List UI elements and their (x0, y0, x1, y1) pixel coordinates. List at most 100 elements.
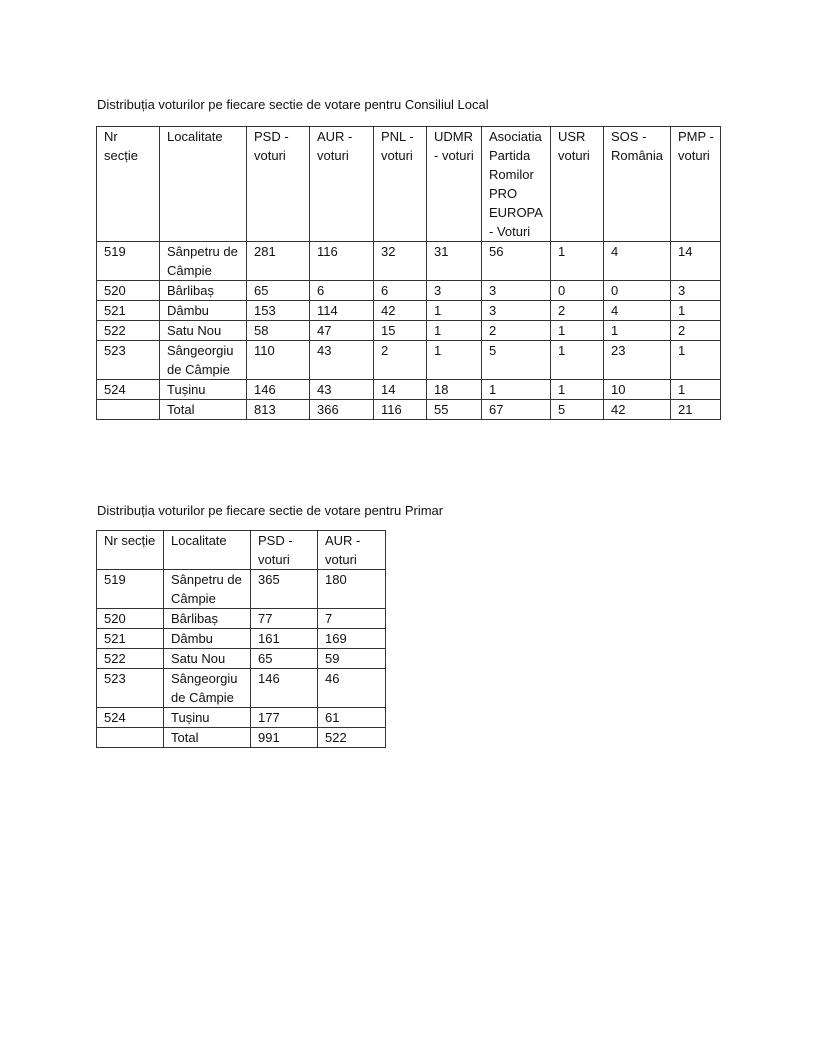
table-cell: 56 (481, 241, 551, 281)
column-header: Nr secție (96, 126, 160, 242)
column-header: PSD - voturi (250, 530, 318, 570)
table-cell: 32 (373, 241, 427, 281)
table-cell: 1 (603, 320, 671, 341)
table-cell: 5 (481, 340, 551, 380)
table-cell: 161 (250, 628, 318, 649)
table-cell: 46 (317, 668, 386, 708)
table-cell: Tușinu (163, 707, 251, 728)
table-cell: 3 (426, 280, 482, 301)
table-cell: 1 (481, 379, 551, 400)
table-cell: 31 (426, 241, 482, 281)
table-cell: 991 (250, 727, 318, 748)
table-cell: 14 (373, 379, 427, 400)
table-cell: 116 (373, 399, 427, 420)
table-cell: 5 (550, 399, 604, 420)
table-cell: 153 (246, 300, 310, 321)
table-cell: 42 (603, 399, 671, 420)
total-row: Total 991 522 (96, 727, 386, 748)
table-cell: 1 (550, 320, 604, 341)
mayor-table-title: Distribuția voturilor pe fiecare sectie … (97, 503, 444, 518)
table-cell: 522 (317, 727, 386, 748)
table-cell: 59 (317, 648, 386, 669)
table-cell: 365 (250, 569, 318, 609)
table-cell: Total (163, 727, 251, 748)
table-cell: 366 (309, 399, 374, 420)
table-cell: 0 (603, 280, 671, 301)
table-cell: 43 (309, 340, 374, 380)
table-cell: Sânpetru de Câmpie (159, 241, 247, 281)
table-cell: 47 (309, 320, 374, 341)
table-cell: 6 (373, 280, 427, 301)
table-cell: 58 (246, 320, 310, 341)
table-cell: 1 (670, 300, 721, 321)
table-cell: Satu Nou (159, 320, 247, 341)
table-cell: 813 (246, 399, 310, 420)
table-cell: 15 (373, 320, 427, 341)
table-cell: Dâmbu (159, 300, 247, 321)
table-cell (96, 399, 160, 420)
table-row: 523 Sângeorgiu de Câmpie 110 43 2 1 5 1 23 1 (96, 340, 721, 380)
table-cell: Sângeorgiu de Câmpie (163, 668, 251, 708)
column-header: PMP - voturi (670, 126, 721, 242)
column-header: Asociatia Partida Romilor PRO EUROPA - V… (481, 126, 551, 242)
mayor-votes-table: Nr secție Localitate PSD - voturi AUR - vot… (96, 530, 386, 748)
council-votes-table: Nr secție Localitate PSD - voturi AUR - vot… (96, 126, 721, 420)
table-cell: Sânpetru de Câmpie (163, 569, 251, 609)
table-cell: 2 (670, 320, 721, 341)
table-cell: 21 (670, 399, 721, 420)
table-row: 522 Satu Nou 58 47 15 1 2 1 1 2 (96, 320, 721, 341)
table-cell: 4 (603, 241, 671, 281)
table-cell: 14 (670, 241, 721, 281)
table-cell: 520 (96, 608, 164, 629)
table-cell: 521 (96, 628, 164, 649)
table-cell: Bârlibaș (163, 608, 251, 629)
table-row: 519 Sânpetru de Câmpie 365 180 (96, 569, 386, 609)
table-cell: 7 (317, 608, 386, 629)
table-cell: 65 (246, 280, 310, 301)
table-cell: Satu Nou (163, 648, 251, 669)
table-cell: 146 (246, 379, 310, 400)
table-cell: 524 (96, 379, 160, 400)
column-header: AUR - voturi (317, 530, 386, 570)
column-header: Nr secție (96, 530, 164, 570)
column-header: UDMR - voturi (426, 126, 482, 242)
column-header: SOS - România (603, 126, 671, 242)
table-row: 521 Dâmbu 161 169 (96, 628, 386, 649)
table-cell: 523 (96, 340, 160, 380)
column-header: Localitate (163, 530, 251, 570)
table-row: 520 Bârlibaș 77 7 (96, 608, 386, 629)
table-cell: 67 (481, 399, 551, 420)
table-row: 521 Dâmbu 153 114 42 1 3 2 4 1 (96, 300, 721, 321)
table-row: 522 Satu Nou 65 59 (96, 648, 386, 669)
table-cell: 114 (309, 300, 374, 321)
column-header: USR voturi (550, 126, 604, 242)
total-row: Total 813 366 116 55 67 5 42 21 (96, 399, 721, 420)
column-header: AUR - voturi (309, 126, 374, 242)
table-cell: 2 (550, 300, 604, 321)
column-header: PSD - voturi (246, 126, 310, 242)
table-cell: 1 (426, 300, 482, 321)
table-cell: Sângeorgiu de Câmpie (159, 340, 247, 380)
table-cell: 1 (426, 320, 482, 341)
table-cell: 2 (481, 320, 551, 341)
table-cell: 1 (670, 340, 721, 380)
table-cell: 523 (96, 668, 164, 708)
table-cell: 3 (481, 300, 551, 321)
table-cell: 23 (603, 340, 671, 380)
table-cell: 522 (96, 320, 160, 341)
table-cell: 1 (550, 340, 604, 380)
table-cell: 2 (373, 340, 427, 380)
table-cell: 77 (250, 608, 318, 629)
table-cell: 4 (603, 300, 671, 321)
table-cell: 3 (670, 280, 721, 301)
table-cell: Dâmbu (163, 628, 251, 649)
table-cell: 1 (670, 379, 721, 400)
table-cell: Total (159, 399, 247, 420)
table-cell: 1 (550, 379, 604, 400)
table-row: 520 Bârlibaș 65 6 6 3 3 0 0 3 (96, 280, 721, 301)
table-cell: 177 (250, 707, 318, 728)
table-row: 524 Tușinu 146 43 14 18 1 1 10 1 (96, 379, 721, 400)
table-row: 519 Sânpetru de Câmpie 281 116 32 31 56 1 4 14 (96, 241, 721, 281)
table-cell (96, 727, 164, 748)
table-cell: 0 (550, 280, 604, 301)
